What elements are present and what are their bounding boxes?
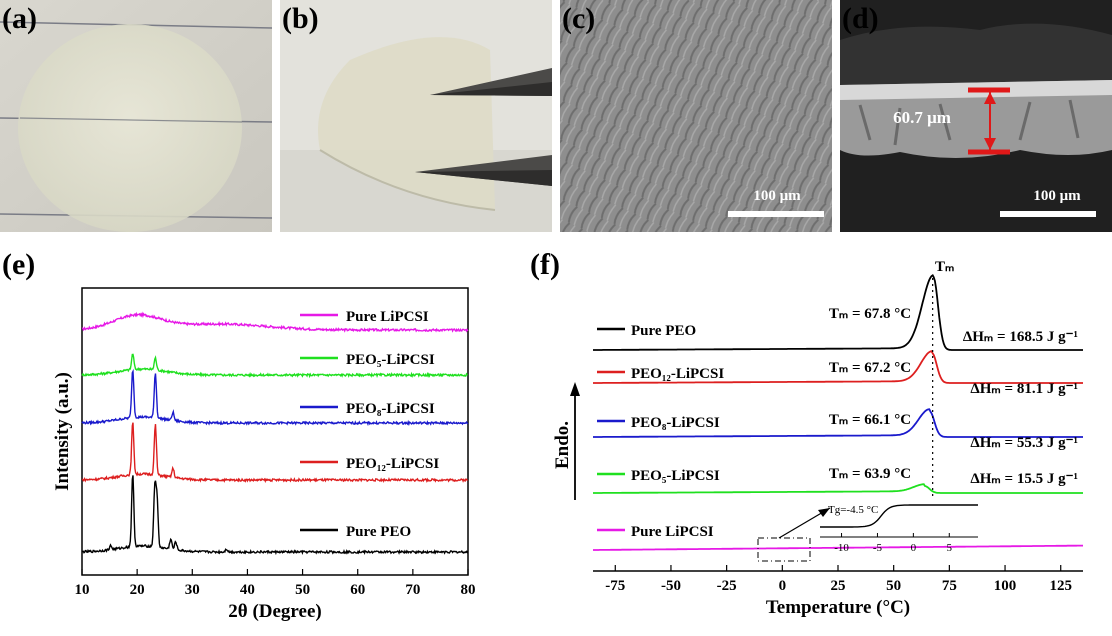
dsc-series-line (593, 544, 1083, 551)
xrd-legend-label: PEO₈-LiPCSI (346, 401, 435, 417)
scale-bar-label-c: 100 μm (753, 188, 801, 204)
dsc-legend-label: PEO₁₂-LiPCSI (631, 366, 724, 382)
dsc-series-line (593, 350, 1083, 384)
xrd-series-line (81, 422, 468, 484)
dsc-dh-annotation: ΔHₘ = 55.3 J g⁻¹ (970, 435, 1078, 451)
xrd-legend-label: Pure PEO (346, 524, 411, 540)
dsc-tm-annotation: Tₘ = 66.1 °C (829, 412, 911, 428)
dsc-tm-marker: Tₘ (935, 259, 954, 275)
xrd-xtick-label: 80 (461, 582, 476, 598)
dsc-xtick-label: 100 (994, 578, 1017, 594)
photo-membrane-b (280, 0, 552, 232)
dsc-legend-label: PEO₈-LiPCSI (631, 415, 720, 431)
dsc-legend-label: Pure PEO (631, 323, 696, 339)
xrd-series-line (81, 353, 468, 379)
sem-surface-c (560, 0, 832, 232)
xrd-xtick-label: 50 (295, 582, 310, 598)
dsc-legend-label: Pure LiPCSI (631, 524, 714, 540)
dsc-series-line (593, 483, 1083, 494)
dsc-inset-tick-label: -10 (834, 542, 849, 554)
dsc-dh-annotation: ΔHₘ = 15.5 J g⁻¹ (970, 471, 1078, 487)
dsc-xtick-label: -25 (717, 578, 737, 594)
xrd-xtick-label: 60 (350, 582, 365, 598)
xrd-xtick-label: 20 (130, 582, 145, 598)
dsc-inset-tick-label: 5 (947, 542, 953, 554)
xrd-legend-label: PEO₁₂-LiPCSI (346, 456, 439, 472)
dsc-tm-annotation: Tₘ = 67.8 °C (829, 306, 911, 322)
dsc-series-line (593, 274, 1083, 351)
dsc-inset-tick-label: -5 (873, 542, 883, 554)
scale-bar-label-d: 100 μm (1033, 188, 1081, 204)
dsc-ylabel: Endo. (552, 421, 573, 469)
dsc-inset-curve (820, 504, 978, 528)
xrd-legend-label: Pure LiPCSI (346, 309, 429, 325)
photo-membrane-a (0, 0, 272, 232)
xrd-series-line (81, 368, 469, 427)
dsc-inset-pointer (778, 507, 831, 539)
dsc-xtick-label: -50 (661, 578, 681, 594)
xrd-xtick-label: 40 (240, 582, 255, 598)
dsc-dh-annotation: ΔHₘ = 81.1 J g⁻¹ (970, 381, 1078, 397)
panel-label-c: (c) (562, 2, 596, 35)
panel-label-b: (b) (282, 2, 319, 35)
dsc-xtick-label: 0 (779, 578, 787, 594)
xrd-ylabel: Intensity (a.u.) (52, 372, 73, 491)
xrd-xtick-label: 30 (185, 582, 200, 598)
dsc-xtick-label: -75 (605, 578, 625, 594)
dsc-inset-tick-label: 0 (911, 542, 917, 554)
dsc-tm-annotation: Tₘ = 63.9 °C (829, 466, 911, 482)
xrd-xtick-label: 70 (405, 582, 420, 598)
panel-label-f: (f) (530, 248, 560, 281)
panel-label-e: (e) (2, 248, 36, 281)
xrd-series-line (81, 311, 469, 333)
dsc-inset-pointer-head (818, 508, 830, 517)
dsc-xlabel: Temperature (°C) (766, 597, 910, 618)
xrd-xlabel: 2θ (Degree) (228, 601, 321, 622)
xrd-legend-label: PEO₅-LiPCSI (346, 352, 435, 368)
dsc-xtick-label: 75 (942, 578, 957, 594)
dsc-inset-label: Tg=-4.5 °C (828, 504, 878, 516)
dsc-xtick-label: 50 (886, 578, 901, 594)
xrd-plot-frame (81, 287, 469, 576)
dsc-xtick-label: 125 (1049, 578, 1072, 594)
dsc-endo-arrowhead (570, 382, 580, 396)
dsc-xtick-label: 25 (831, 578, 846, 594)
dsc-series-line (593, 408, 1083, 438)
dsc-tm-annotation: Tₘ = 67.2 °C (829, 360, 911, 376)
dsc-legend-label: PEO₅-LiPCSI (631, 468, 720, 484)
xrd-series-line (81, 475, 469, 556)
dsc-dh-annotation: ΔHₘ = 168.5 J g⁻¹ (963, 329, 1078, 345)
xrd-xtick-label: 10 (75, 582, 90, 598)
panel-label-d: (d) (842, 2, 879, 35)
sem-cross-section-d (840, 0, 1112, 232)
thickness-label-d: 60.7 μm (893, 108, 951, 127)
panel-label-a: (a) (2, 2, 37, 35)
dsc-inset-region (757, 537, 811, 562)
